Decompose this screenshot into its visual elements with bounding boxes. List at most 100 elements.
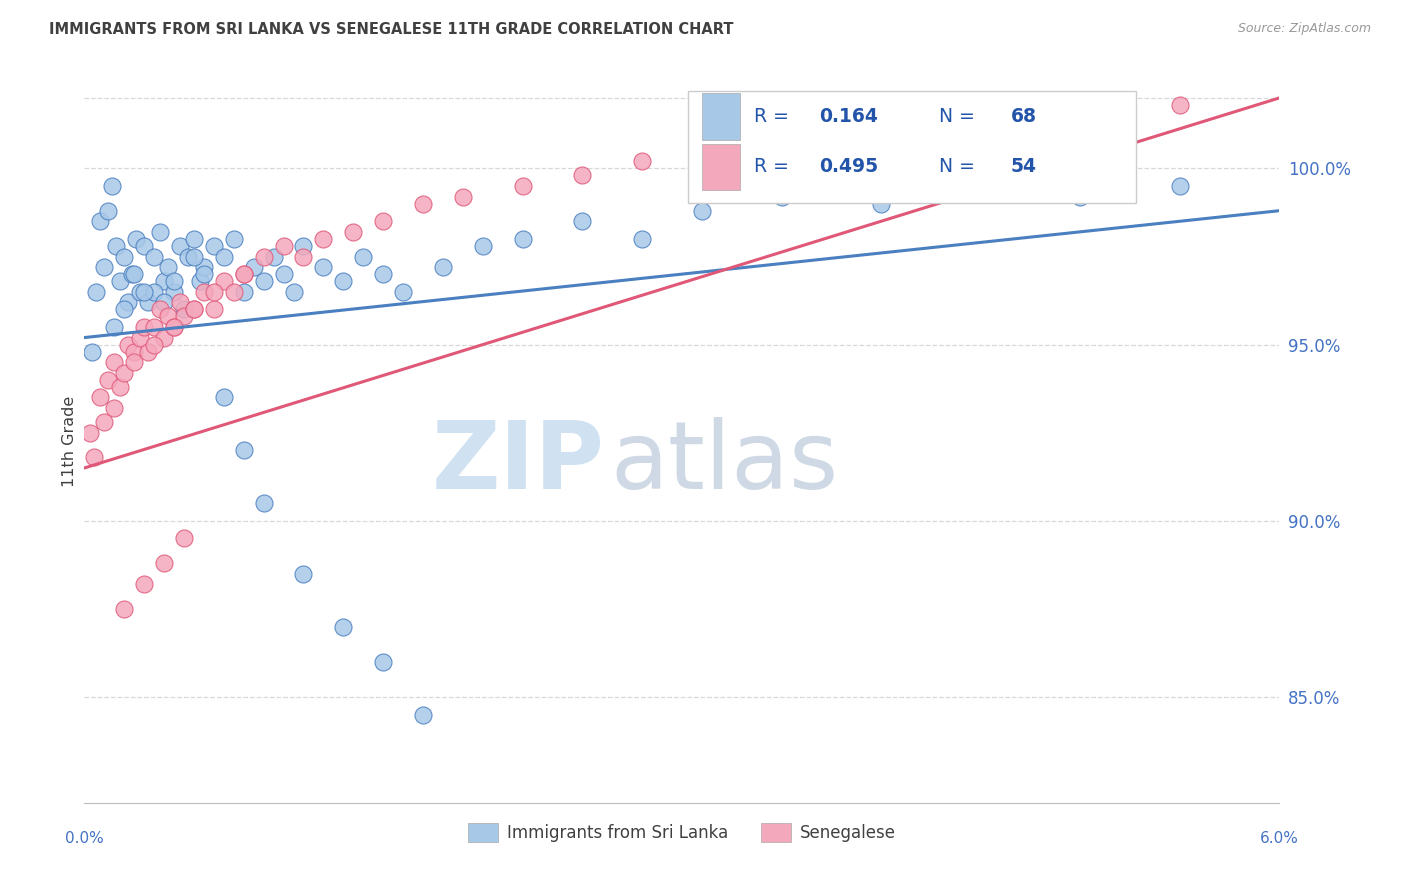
Point [512,232,534,246]
Y-axis label: 11th Grade: 11th Grade [62,396,77,487]
Point [129,330,152,344]
Point [105,239,128,253]
Text: 0.0%: 0.0% [65,831,104,846]
Point [163,320,186,334]
Point [690,203,713,218]
Point [101,179,124,194]
Point [253,250,276,264]
Point [177,250,200,264]
Point [202,239,225,253]
Point [173,310,195,324]
Point [870,133,893,147]
Point [129,285,152,299]
Point [79,425,101,440]
Point [253,496,276,510]
Point [451,189,474,203]
Point [89,214,111,228]
Text: 0.495: 0.495 [820,158,879,177]
Point [253,274,276,288]
Text: 0.164: 0.164 [820,107,879,126]
Point [1168,98,1191,112]
Point [153,556,176,570]
Point [86,285,108,299]
Text: R =: R = [754,158,794,177]
Point [392,285,415,299]
Point [157,260,180,274]
Point [212,250,235,264]
Point [870,196,893,211]
Point [183,250,205,264]
Point [110,274,132,288]
Point [103,355,125,369]
Point [136,295,159,310]
Text: 6.0%: 6.0% [1260,831,1299,846]
Legend: Immigrants from Sri Lanka, Senegalese: Immigrants from Sri Lanka, Senegalese [461,816,903,848]
Point [193,260,215,274]
Text: 68: 68 [1011,107,1036,126]
Point [132,577,156,591]
Point [263,250,285,264]
Point [143,250,166,264]
Text: atlas: atlas [610,417,838,509]
Point [631,154,654,169]
Text: ZIP: ZIP [432,417,605,509]
Point [512,179,534,194]
Text: IMMIGRANTS FROM SRI LANKA VS SENEGALESE 11TH GRADE CORRELATION CHART: IMMIGRANTS FROM SRI LANKA VS SENEGALESE … [49,22,734,37]
FancyBboxPatch shape [688,91,1136,203]
Point [292,566,315,581]
Point [631,232,654,246]
Point [83,450,105,465]
Point [342,225,364,239]
Point [1069,189,1091,203]
Point [153,274,176,288]
Point [412,707,434,722]
Point [352,250,374,264]
Point [222,232,245,246]
Point [183,302,205,317]
Point [97,373,120,387]
Point [153,295,176,310]
Point [153,330,176,344]
Point [571,214,593,228]
Point [471,239,494,253]
Point [157,310,180,324]
Point [571,169,593,183]
Point [332,619,354,633]
Point [222,285,245,299]
Point [232,443,254,458]
Point [232,285,254,299]
Point [970,179,993,194]
Point [292,250,315,264]
Point [122,267,145,281]
Point [432,260,454,274]
Point [232,267,254,281]
Point [183,302,205,317]
Point [122,355,145,369]
Point [283,285,305,299]
Point [82,344,104,359]
Point [136,344,159,359]
Point [970,119,993,133]
Point [242,260,264,274]
Point [143,285,166,299]
Point [89,391,111,405]
Point [121,267,143,281]
Point [212,391,235,405]
Point [103,320,125,334]
Point [273,239,295,253]
Point [149,302,172,317]
Point [332,274,354,288]
Point [710,144,733,158]
Point [122,344,145,359]
Point [183,232,205,246]
FancyBboxPatch shape [702,93,741,140]
Point [169,295,191,310]
Point [212,274,235,288]
Point [273,267,295,281]
Point [193,285,215,299]
Point [1069,109,1091,123]
Point [103,401,125,415]
Text: 54: 54 [1011,158,1036,177]
Text: Source: ZipAtlas.com: Source: ZipAtlas.com [1237,22,1371,36]
Point [232,267,254,281]
